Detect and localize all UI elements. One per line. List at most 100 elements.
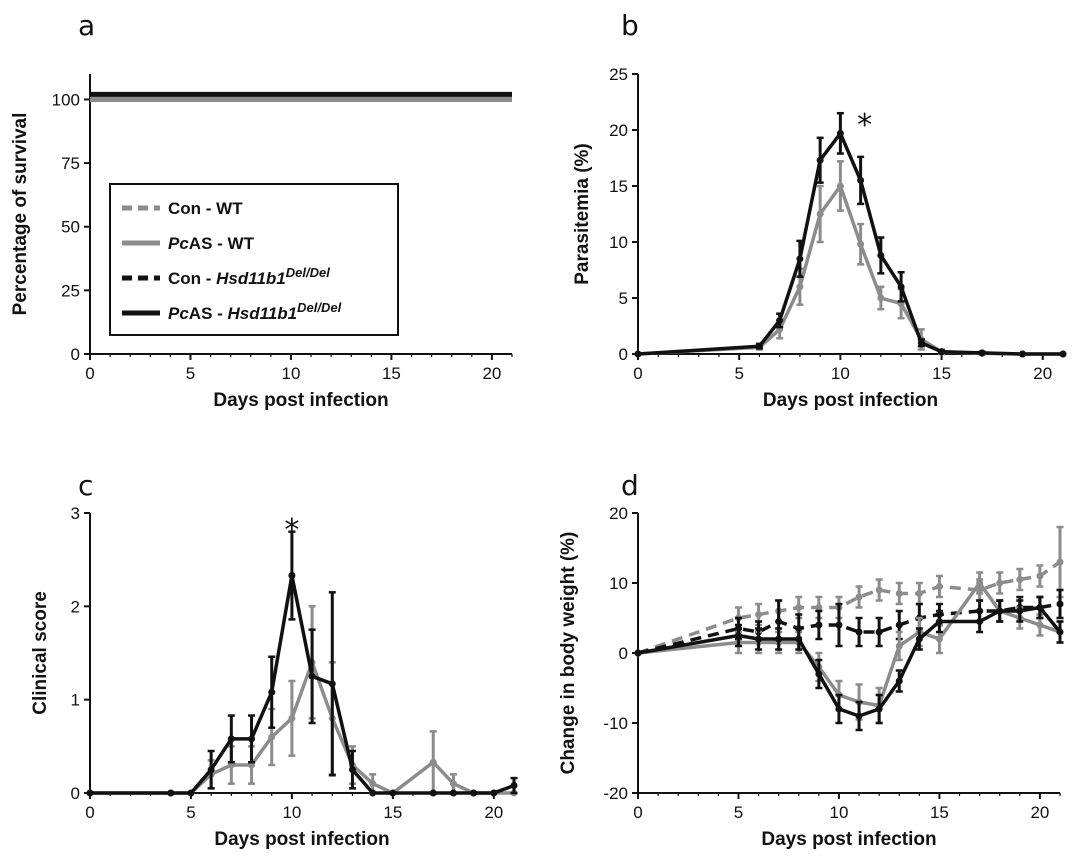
y-tick-label: -20 xyxy=(603,784,628,803)
data-point-pcas_hsd xyxy=(1019,350,1027,358)
data-point-pcas_wt xyxy=(449,780,457,788)
data-point-pcas_wt xyxy=(857,240,865,248)
data-point-con_wt xyxy=(815,604,823,611)
x-axis-label: Days post infection xyxy=(214,829,389,850)
data-point-pcas_hsd xyxy=(978,349,986,357)
data-point-pcas_hsd xyxy=(308,672,316,680)
x-tick-label: 15 xyxy=(932,364,951,383)
y-tick-label: 25 xyxy=(61,281,80,300)
data-point-pcas_wt xyxy=(935,635,943,643)
data-point-pcas_hsd xyxy=(348,766,356,774)
data-point-con_wt xyxy=(1056,558,1064,566)
data-point-con_wt xyxy=(895,590,903,597)
y-tick-label: 15 xyxy=(609,177,628,196)
data-point-pcas_wt xyxy=(1036,621,1044,629)
y-tick-label: 100 xyxy=(52,90,80,109)
legend-label-part: AS - xyxy=(189,304,228,323)
data-point-pcas_hsd xyxy=(207,766,215,774)
data-point-pcas_hsd xyxy=(917,339,925,347)
x-axis-label: Days post infection xyxy=(763,390,938,411)
data-point-pcas_hsd xyxy=(938,348,946,356)
y-tick-label: -10 xyxy=(603,714,628,733)
panel-letter-c: c xyxy=(78,469,93,502)
data-point-pcas_hsd xyxy=(935,618,943,625)
x-tick-label: 5 xyxy=(734,364,743,383)
y-axis-label: Parasitemia (%) xyxy=(572,143,593,285)
x-tick-label: 10 xyxy=(281,364,300,383)
legend-label-part: Hsd11b1 xyxy=(228,304,298,323)
data-point-con_hsd xyxy=(835,621,843,629)
legend-label-part: Del/Del xyxy=(297,300,341,315)
data-point-pcas_hsd xyxy=(1036,604,1044,611)
data-point-pcas_hsd xyxy=(776,316,784,324)
y-axis-label: Percentage of survival xyxy=(10,113,31,316)
series-line-pcas_wt xyxy=(637,184,1063,356)
data-point-pcas_hsd xyxy=(795,635,803,643)
data-point-pcas_hsd xyxy=(1016,607,1024,615)
legend-label-part: Pc xyxy=(168,304,189,323)
data-point-pcas_hsd xyxy=(490,789,498,797)
chart-panel-d: -20 -10 0 10 20 0 5 10 15 20 Days post infection Ch… xyxy=(558,504,1064,850)
data-point-pcas_hsd xyxy=(1059,350,1067,358)
data-point-pcas_hsd xyxy=(634,649,642,657)
y-tick-label: 10 xyxy=(609,574,628,593)
y-tick-label: 25 xyxy=(609,65,628,84)
legend-label-part: Del/Del xyxy=(286,265,330,280)
y-tick-label: 20 xyxy=(609,121,628,140)
x-tick-label: 15 xyxy=(382,364,401,383)
data-point-pcas_hsd xyxy=(288,572,296,580)
data-point-pcas_wt xyxy=(796,283,804,291)
data-point-pcas_wt xyxy=(288,714,296,722)
data-point-pcas_hsd xyxy=(634,350,642,358)
y-tick-label: 3 xyxy=(71,504,80,523)
data-point-pcas_hsd xyxy=(836,129,844,137)
data-point-con_hsd xyxy=(855,628,863,636)
series-line-pcas_wt xyxy=(90,660,514,795)
legend-label-part: Con - WT xyxy=(168,199,243,218)
x-tick-label: 15 xyxy=(930,803,949,822)
panel-letter-a: a xyxy=(78,9,95,42)
data-point-pcas_hsd xyxy=(895,677,903,685)
data-point-pcas_hsd xyxy=(875,705,883,713)
data-point-pcas_hsd xyxy=(389,789,397,797)
legend-label-part: AS - WT xyxy=(189,234,255,253)
data-point-con_wt xyxy=(1016,576,1024,583)
data-point-con_hsd xyxy=(775,618,783,625)
y-axis-label: Change in body weight (%) xyxy=(558,532,579,775)
y-tick-label: 0 xyxy=(619,644,628,663)
data-point-pcas_wt xyxy=(268,733,276,741)
data-point-pcas_wt xyxy=(877,294,885,302)
y-tick-label: 0 xyxy=(619,345,628,364)
significance-star: * xyxy=(857,108,872,143)
data-point-con_wt xyxy=(795,604,803,611)
data-point-pcas_hsd xyxy=(915,635,923,643)
series-line-con_wt xyxy=(637,560,1062,655)
data-point-pcas_hsd xyxy=(897,283,905,291)
x-tick-label: 5 xyxy=(186,803,195,822)
x-tick-label: 20 xyxy=(1033,364,1052,383)
data-point-pcas_hsd xyxy=(1056,628,1064,636)
x-tick-label: 10 xyxy=(282,803,301,822)
data-point-pcas_hsd xyxy=(755,635,763,643)
data-point-pcas_hsd xyxy=(877,251,885,259)
data-point-con_wt xyxy=(755,611,763,618)
data-point-con_hsd xyxy=(875,628,883,636)
chart-panel-c: 0 1 2 3 0 10 20 5 15 Days post infection Clinical … xyxy=(30,504,518,850)
data-point-pcas_hsd xyxy=(796,255,804,263)
x-tick-label: 15 xyxy=(383,803,402,822)
x-tick-label: 5 xyxy=(734,803,743,822)
data-point-pcas_hsd xyxy=(187,789,195,797)
data-point-pcas_hsd xyxy=(976,618,984,625)
panel-letter-d: d xyxy=(621,469,639,502)
data-point-pcas_hsd xyxy=(369,789,377,797)
data-point-pcas_hsd xyxy=(510,782,518,790)
x-tick-label: 0 xyxy=(633,364,642,383)
data-point-pcas_hsd xyxy=(816,156,824,164)
chart-panel-a: 0 25 50 75 100 0 5 10 15 20 Days post infection Per… xyxy=(10,74,513,411)
data-point-con_hsd xyxy=(895,621,903,629)
data-point-pcas_hsd xyxy=(429,789,437,797)
data-point-pcas_hsd xyxy=(227,735,235,743)
x-tick-label: 10 xyxy=(831,364,850,383)
